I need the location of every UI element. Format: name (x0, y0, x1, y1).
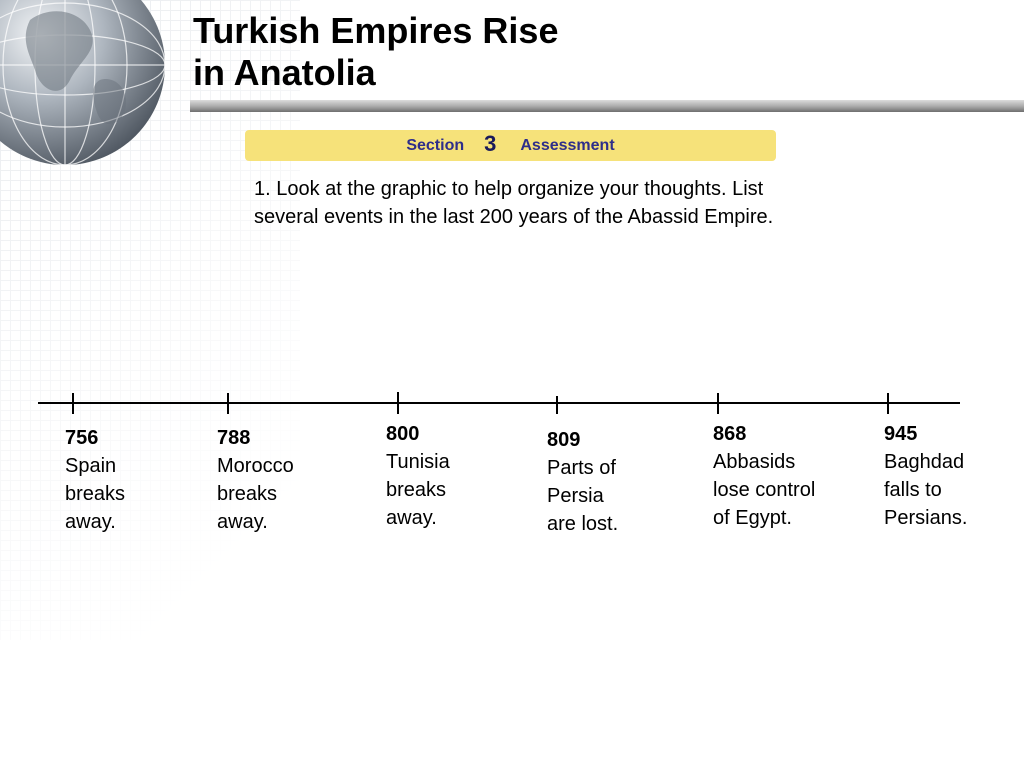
assessment-label: Assessment (520, 136, 615, 154)
section-label: Section (406, 136, 465, 154)
event-description: Parts of Persia are lost. (547, 457, 619, 535)
title-divider (190, 100, 1024, 112)
event-description: Tunisia breaks away. (386, 451, 450, 529)
section-assessment-bar: Section 3 Assessment (245, 130, 776, 161)
timeline-event: 945 Baghdad falls to Persians. (884, 420, 967, 532)
event-description: Baghdad falls to Persians. (884, 451, 968, 529)
event-year: 945 (884, 423, 918, 445)
event-description: Morocco breaks away. (217, 455, 294, 533)
event-year: 756 (65, 427, 99, 449)
timeline-event: 800 Tunisia breaks away. (386, 420, 450, 532)
globe-icon (0, 0, 166, 166)
slide-title-line2: in Anatolia (193, 52, 376, 93)
event-year: 800 (386, 423, 420, 445)
event-description: Spain breaks away. (65, 455, 126, 533)
section-number: 3 (484, 130, 497, 156)
event-year: 868 (713, 423, 747, 445)
slide-title: Turkish Empires Rise in Anatolia (193, 10, 558, 94)
timeline-event: 868 Abbasids lose control of Egypt. (713, 420, 815, 532)
event-description: Abbasids lose control of Egypt. (713, 451, 816, 529)
event-year: 788 (217, 427, 251, 449)
timeline-event: 809 Parts of Persia are lost. (547, 426, 618, 538)
slide-title-line1: Turkish Empires Rise (193, 10, 559, 51)
event-year: 809 (547, 429, 581, 451)
question-text: 1. Look at the graphic to help organize … (254, 178, 774, 228)
timeline-event: 788 Morocco breaks away. (217, 424, 294, 536)
timeline-event: 756 Spain breaks away. (65, 424, 125, 536)
